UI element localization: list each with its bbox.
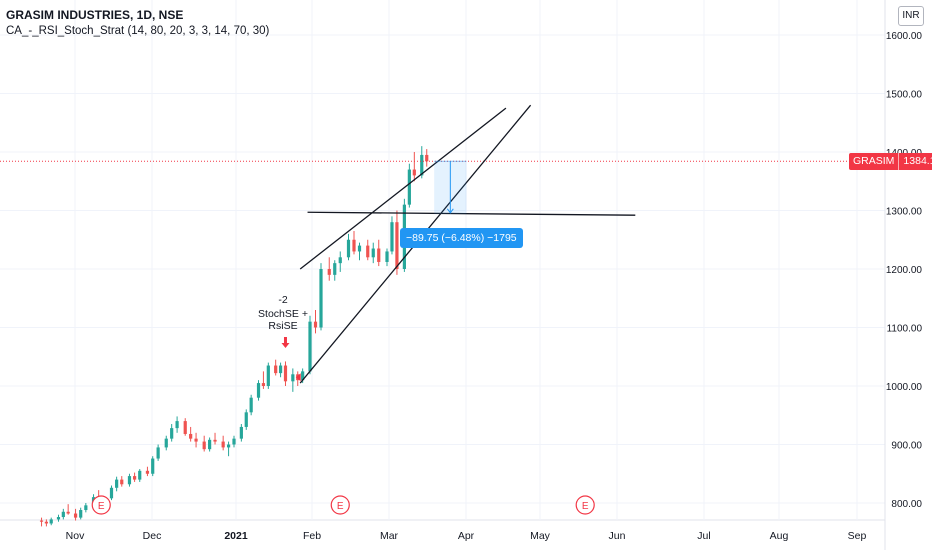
candle — [120, 476, 123, 487]
price-tick-label: 1600.00 — [886, 31, 923, 42]
candle — [408, 164, 411, 208]
candle — [115, 477, 118, 492]
candle — [279, 363, 282, 378]
candle — [232, 436, 235, 448]
candle — [240, 424, 243, 442]
candle — [267, 363, 270, 389]
candles — [40, 146, 428, 526]
time-tick-label: Dec — [143, 530, 162, 542]
candle — [213, 433, 216, 445]
signal-count: -2 — [268, 294, 298, 306]
price-tag-value: 1384.10 — [899, 153, 932, 170]
sell-arrow-icon — [281, 337, 289, 348]
candle — [165, 436, 168, 451]
time-axis[interactable]: Nov Dec 2021 Feb Mar Apr May Jun Jul Aug Sep — [66, 530, 867, 542]
candle — [274, 360, 277, 376]
currency-badge[interactable]: INR — [898, 6, 924, 26]
time-tick-label: May — [530, 530, 551, 542]
candle — [352, 231, 355, 254]
candle — [245, 409, 248, 429]
candle — [358, 243, 361, 261]
price-tag-symbol: GRASIM — [849, 153, 898, 170]
indicator-title[interactable]: CA_-_RSI_Stoch_Strat (14, 80, 20, 3, 3, … — [6, 25, 269, 37]
candle — [328, 257, 331, 280]
time-tick-label: Nov — [66, 530, 85, 542]
candle — [128, 474, 131, 487]
candle — [79, 508, 82, 520]
grid — [0, 0, 885, 550]
candle — [138, 469, 141, 482]
candle — [133, 473, 136, 482]
candle — [146, 467, 149, 476]
price-tick-label: 1300.00 — [886, 207, 923, 218]
candle — [333, 260, 336, 280]
candle — [194, 433, 197, 448]
price-tick-label: 800.00 — [891, 499, 922, 510]
candle — [390, 216, 393, 254]
earnings-marker[interactable]: E — [331, 496, 349, 514]
symbol-title[interactable]: GRASIM INDUSTRIES, 1D, NSE — [6, 8, 183, 22]
candle — [291, 368, 294, 391]
price-tick-label: 1000.00 — [886, 382, 923, 393]
time-tick-label: Feb — [303, 530, 321, 542]
support-line[interactable] — [308, 212, 636, 215]
price-tick-label: 1500.00 — [886, 90, 923, 101]
candle — [366, 240, 369, 260]
candle — [175, 416, 178, 432]
candle — [67, 504, 70, 515]
price-tick-label: 900.00 — [891, 441, 922, 452]
time-tick-label: Mar — [380, 530, 399, 542]
candle — [385, 249, 388, 267]
candle — [157, 445, 160, 461]
time-tick-label: 2021 — [224, 530, 248, 542]
candle — [203, 436, 206, 452]
candle — [208, 437, 211, 451]
candle — [189, 427, 192, 442]
earnings-label: E — [337, 501, 344, 512]
candle — [227, 442, 230, 457]
earnings-label: E — [582, 501, 589, 512]
candle — [347, 234, 350, 260]
candle — [84, 503, 87, 512]
price-tick-label: 1100.00 — [887, 324, 923, 335]
time-tick-label: Apr — [458, 530, 475, 542]
candle — [222, 436, 225, 451]
signal-label: StochSE + RsiSE — [246, 308, 320, 332]
candle — [250, 395, 253, 415]
candle — [50, 518, 53, 526]
chart-legend: GRASIM INDUSTRIES, 1D, NSE CA_-_RSI_Stoc… — [6, 8, 269, 37]
candle — [413, 152, 416, 181]
earnings-marker[interactable]: E — [576, 496, 594, 514]
candle — [377, 240, 380, 266]
candle — [170, 424, 173, 442]
time-tick-label: Sep — [848, 530, 867, 542]
candle — [110, 485, 113, 500]
earnings-marker[interactable]: E — [92, 496, 110, 514]
measure-label[interactable]: −89.75 (−6.48%) −1795 — [400, 228, 523, 248]
candle — [62, 509, 65, 520]
candle — [151, 456, 154, 476]
candle — [372, 243, 375, 263]
price-tick-label: 1200.00 — [886, 265, 923, 276]
time-tick-label: Jun — [609, 530, 626, 542]
candle — [257, 380, 260, 400]
earnings-label: E — [98, 501, 105, 512]
last-price-tag: GRASIM 1384.10 — [849, 153, 932, 170]
candle — [74, 509, 77, 521]
candle — [57, 515, 60, 522]
price-axis[interactable]: 800.00 900.00 1000.00 1100.00 1200.00 1300.00… — [886, 31, 923, 510]
time-tick-label: Aug — [770, 530, 789, 542]
candle — [284, 361, 287, 386]
candle — [40, 518, 43, 527]
time-tick-label: Jul — [697, 530, 710, 542]
candle — [184, 418, 187, 436]
